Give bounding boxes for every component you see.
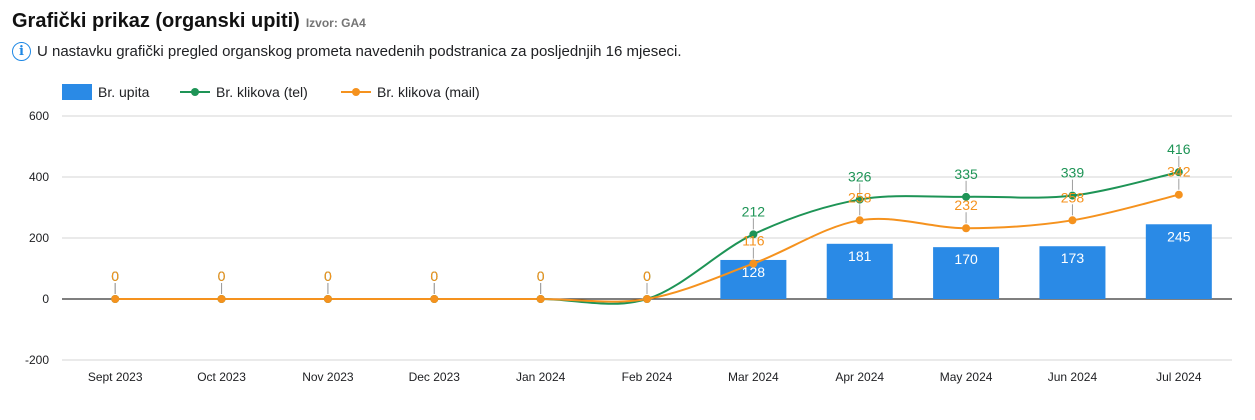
mail-value-label: 0	[111, 268, 119, 284]
mail-value-label: 258	[848, 189, 872, 205]
legend-label: Br. klikova (mail)	[377, 84, 480, 100]
title-row: Grafički prikaz (organski upiti) Izvor: …	[12, 10, 366, 33]
mail-value-label: 258	[1061, 189, 1085, 205]
bar	[1145, 224, 1212, 299]
tel-value-label: 326	[848, 169, 872, 185]
tel-value-label: 339	[1061, 165, 1085, 181]
y-tick-label: 0	[42, 292, 49, 306]
legend-swatch-bars	[62, 84, 92, 100]
x-tick-label: Sept 2023	[88, 370, 143, 384]
tel-point	[749, 230, 758, 239]
info-text: U nastavku grafički pregled organskog pr…	[37, 43, 682, 60]
x-tick-label: Jun 2024	[1048, 370, 1098, 384]
mail-value-label: 0	[324, 268, 332, 284]
info-icon[interactable]: i	[12, 42, 31, 61]
x-tick-label: Nov 2023	[302, 370, 354, 384]
legend-label: Br. klikova (tel)	[216, 84, 308, 100]
x-tick-label: Jul 2024	[1156, 370, 1202, 384]
y-tick-label: -200	[25, 353, 49, 367]
tel-value-label: 0	[643, 268, 651, 284]
tel-point	[855, 195, 864, 204]
x-tick-label: Apr 2024	[835, 370, 884, 384]
mail-point	[217, 295, 226, 303]
x-tick-label: Dec 2023	[409, 370, 461, 384]
mail-point	[111, 295, 120, 303]
x-tick-label: Feb 2024	[622, 370, 673, 384]
mail-point	[855, 216, 864, 225]
mail-value-label: 0	[537, 268, 545, 284]
legend-marker-tel	[191, 88, 199, 96]
x-tick-label: Mar 2024	[728, 370, 779, 384]
x-tick-label: Jan 2024	[516, 370, 566, 384]
tel-value-label: 212	[742, 203, 766, 219]
tel-point	[1174, 168, 1183, 177]
bar	[1039, 246, 1106, 299]
bar-value-label: 170	[954, 251, 978, 267]
mail-value-label: 0	[218, 268, 226, 284]
tel-value-label: 0	[111, 268, 119, 284]
tel-value-label: 0	[324, 268, 332, 284]
mail-point	[430, 295, 439, 303]
y-tick-label: 400	[29, 170, 49, 184]
mail-value-label: 116	[742, 233, 765, 249]
page-title: Grafički prikaz (organski upiti)	[12, 10, 300, 32]
mail-value-label: 342	[1167, 164, 1191, 180]
tel-value-label: 416	[1167, 141, 1191, 157]
y-tick-label: 200	[29, 231, 49, 245]
info-row: i U nastavku grafički pregled organskog …	[12, 42, 682, 61]
y-tick-label: 600	[29, 109, 49, 123]
mail-point	[643, 295, 651, 303]
tel-value-label: 0	[430, 268, 438, 284]
bar-value-label: 181	[848, 248, 872, 264]
x-tick-label: Oct 2023	[197, 370, 246, 384]
mail-point	[962, 224, 971, 233]
source-label: Izvor: GA4	[305, 16, 366, 30]
bar	[933, 247, 1000, 299]
bar-value-label: 128	[742, 264, 766, 280]
bar	[826, 243, 893, 299]
mail-value-label: 0	[643, 268, 651, 284]
tel-point	[1068, 191, 1077, 200]
legend-marker-mail	[352, 88, 360, 96]
mail-value-label: 0	[430, 268, 438, 284]
mail-value-label: 232	[954, 197, 978, 213]
mail-point	[1068, 216, 1077, 225]
bar-value-label: 173	[1061, 250, 1085, 266]
tel-point	[962, 192, 971, 201]
tel-value-label: 0	[218, 268, 226, 284]
tel-value-label: 335	[954, 166, 978, 182]
tel-value-label: 0	[537, 268, 545, 284]
mail-point	[536, 295, 545, 303]
bar-value-label: 245	[1167, 228, 1191, 244]
x-tick-label: May 2024	[940, 370, 993, 384]
mail-point	[749, 259, 758, 268]
legend-label: Br. upita	[98, 84, 150, 100]
mail-point	[323, 295, 332, 303]
mail-point	[1174, 190, 1183, 199]
